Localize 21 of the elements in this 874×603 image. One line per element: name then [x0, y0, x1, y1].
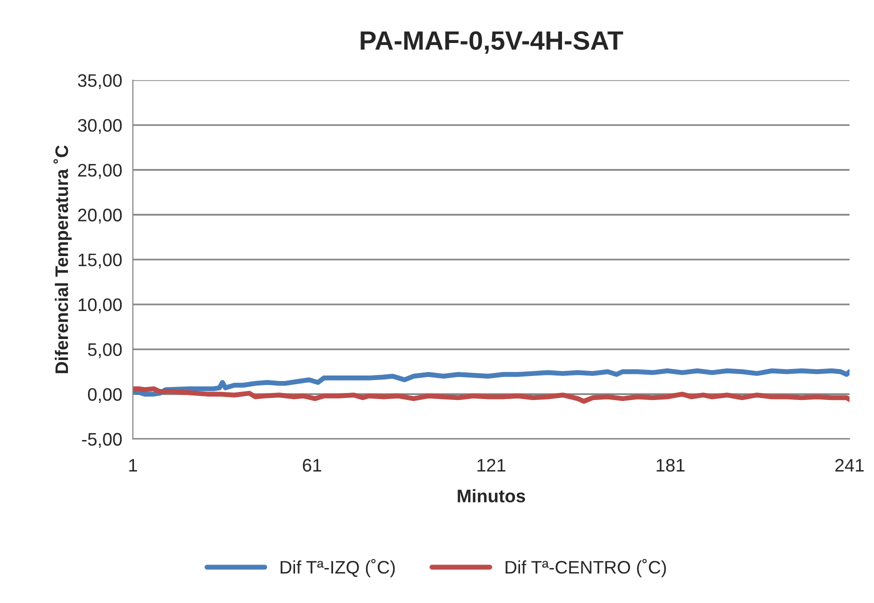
line-series — [132, 368, 850, 397]
y-tick-label: 0,00 — [88, 388, 122, 403]
x-tick-label: 61 — [302, 458, 322, 472]
x-tick-label: 181 — [656, 458, 685, 472]
y-tick-label: 20,00 — [78, 208, 122, 224]
x-tick-label: 1 — [129, 459, 137, 472]
legend-label: Dif Tª-IZQ (˚C) — [280, 558, 395, 578]
chart-title: PA-MAF-0,5V-4H-SAT — [360, 31, 624, 54]
y-axis-title: Diferencial Temperatura ˚C — [53, 145, 72, 374]
x-tick-label: 121 — [478, 458, 506, 472]
line-series — [132, 386, 850, 404]
y-tick-label: 25,00 — [78, 164, 122, 179]
y-tick-label: -5,00 — [82, 432, 122, 448]
y-tick-label: 5,00 — [88, 343, 122, 358]
y-tick-label: 15,00 — [78, 254, 122, 268]
legend-label: Dif Tª-CENTRO (˚C) — [506, 558, 666, 578]
x-tick-label: 241 — [835, 458, 864, 472]
y-tick-label: 10,00 — [78, 298, 122, 314]
y-tick-label: 35,00 — [78, 74, 122, 90]
x-axis-title: Minutos — [458, 489, 526, 502]
y-tick-label: 30,00 — [78, 118, 122, 134]
